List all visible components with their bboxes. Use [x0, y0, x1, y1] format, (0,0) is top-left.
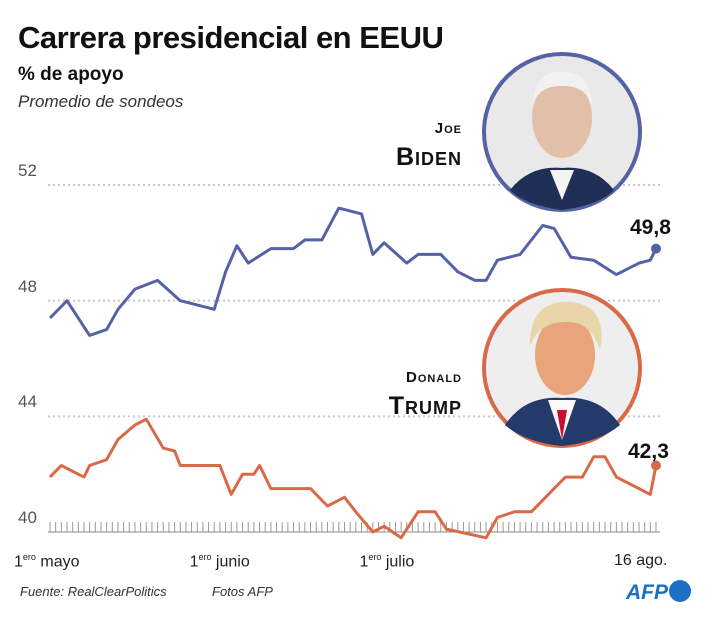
biden-line [48, 206, 658, 337]
x-tick-main: 1 [14, 553, 23, 571]
x-tick-label: 1ero junio [190, 552, 250, 571]
trump-photo [482, 288, 642, 448]
source-note: Fuente: RealClearPolitics [20, 584, 167, 599]
x-tick-main: 1 [189, 553, 199, 571]
afp-logo: AFP [626, 580, 691, 605]
y-tick-label: 52 [18, 161, 37, 180]
trump-last-name: Trump [388, 392, 462, 420]
x-tick-main: 16 ago. [614, 552, 668, 569]
chart-title: Carrera presidencial en EEUU [18, 20, 444, 55]
x-tick-sup: ero [198, 552, 212, 562]
x-tick-main: 1 [359, 553, 369, 571]
photo-credit: Fotos AFP [212, 584, 273, 599]
biden-photo [482, 52, 642, 212]
trump-first-name: Donald [406, 369, 462, 386]
afp-logo-text: AFP [626, 581, 668, 604]
afp-logo-dot [669, 580, 691, 602]
x-tick-label: 1ero mayo [14, 552, 80, 571]
trump-latest-value: 42,3 [628, 440, 669, 463]
trump-end-dot [651, 460, 661, 471]
y-tick-label: 40 [18, 508, 37, 527]
biden-first-name: Joe [434, 120, 462, 137]
chart-subtitle: % de apoyo [18, 64, 124, 85]
x-tick-label: 1ero julio [359, 552, 414, 571]
y-tick-label: 48 [18, 276, 37, 296]
biden-end-dot [651, 243, 661, 254]
x-tick-label: 16 ago. [614, 552, 667, 570]
x-tick-month: julio [381, 553, 415, 571]
x-tick-month: mayo [35, 553, 80, 571]
biden-last-name: Biden [395, 143, 462, 171]
x-tick-sup: ero [368, 552, 382, 562]
biden-latest-value: 49,8 [630, 216, 671, 239]
chart-note: Promedio de sondeos [18, 92, 184, 111]
y-tick-label: 44 [18, 392, 37, 412]
x-tick-month: junio [211, 553, 250, 571]
x-tick-sup: ero [22, 552, 36, 562]
